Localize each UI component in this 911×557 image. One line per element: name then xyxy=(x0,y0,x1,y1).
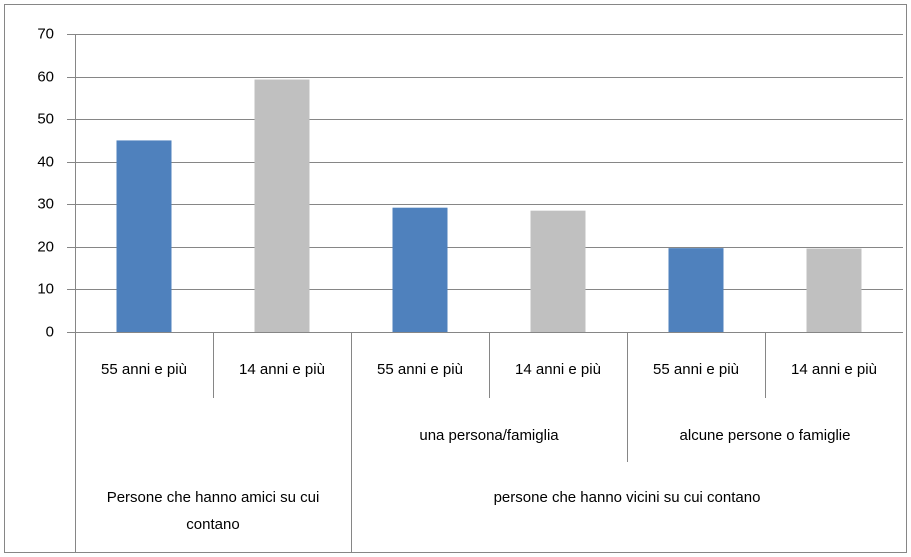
subgroup-label: alcune persone o famiglie xyxy=(679,427,851,444)
subgroup-label: una persona/famiglia xyxy=(419,427,559,444)
y-tick-label: 0 xyxy=(46,323,54,340)
bar xyxy=(806,248,862,332)
x-tick-label: 14 anni e più xyxy=(515,361,601,378)
x-tick-label: 55 anni e più xyxy=(377,361,463,378)
y-tick-label: 30 xyxy=(37,195,54,212)
y-tick-label: 70 xyxy=(37,25,54,42)
chart-frame xyxy=(4,4,907,553)
bar xyxy=(668,248,724,332)
bar xyxy=(254,79,310,333)
bar xyxy=(392,207,448,332)
y-tick-label: 60 xyxy=(37,68,54,85)
x-tick-label: 55 anni e più xyxy=(653,361,739,378)
x-tick-label: 14 anni e più xyxy=(239,361,325,378)
y-tick-label: 40 xyxy=(37,153,54,170)
y-tick-label: 10 xyxy=(37,280,54,297)
bar xyxy=(116,140,172,332)
y-tick-label: 50 xyxy=(37,110,54,127)
bar xyxy=(530,210,586,332)
y-tick-label: 20 xyxy=(37,238,54,255)
x-tick-label: 14 anni e più xyxy=(791,361,877,378)
group-label: persone che hanno vicini su cui contano xyxy=(493,489,761,506)
group-label: Persone che hanno amici su cui contano xyxy=(106,489,320,533)
x-tick-label: 55 anni e più xyxy=(101,361,187,378)
